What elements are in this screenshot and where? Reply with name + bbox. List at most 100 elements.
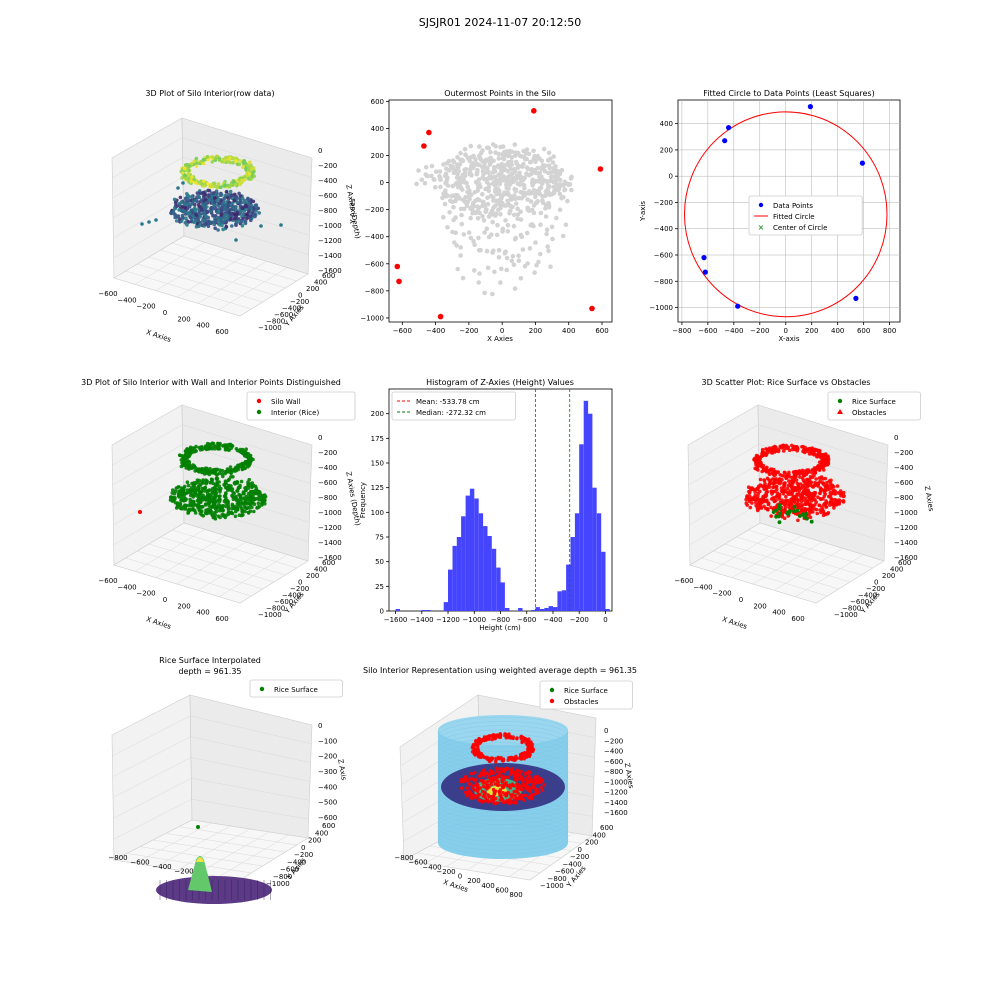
data-point-interior [238, 497, 242, 501]
data-point-obstacle [823, 454, 828, 458]
z-tick-label: −1600 [604, 809, 628, 817]
data-point-ring [233, 468, 238, 472]
data-point-gray [477, 210, 482, 216]
data-point-obstacle [822, 459, 826, 464]
data-point-gray [531, 148, 536, 154]
y-tick-label: 400 [593, 831, 606, 839]
data-point-obstacle [801, 448, 806, 453]
data-point-gray [494, 191, 500, 197]
data-point-obstacle [531, 783, 535, 788]
suptitle: SJSJR01 2024-11-07 20:12:50 [418, 16, 582, 29]
legend-circle [748, 195, 863, 236]
data-point-gray [515, 212, 521, 217]
histogram-bar [478, 513, 484, 611]
data-point-obstacle [815, 454, 819, 459]
x-tick-label: −1000 [462, 616, 486, 624]
data-point-interior [187, 508, 192, 513]
data-point-obstacle [781, 489, 785, 494]
data-point-interior [189, 195, 194, 199]
data-point-gray [455, 194, 461, 199]
data-point-interior [247, 209, 251, 214]
data-point-gray [482, 290, 487, 296]
data-point-obstacle [519, 757, 524, 761]
data-point-obstacle [819, 487, 823, 491]
data-point-gray [465, 155, 471, 160]
data-point-gray [550, 160, 556, 165]
data-point-gray [515, 165, 520, 171]
data-point-gray [475, 204, 481, 209]
data-point-gray [517, 153, 523, 159]
data-point-obstacle [490, 737, 494, 742]
data-point-interior [183, 220, 188, 225]
data-point-interior [209, 477, 214, 482]
data-point-gray [522, 185, 527, 191]
y-axis-label: Y-axis [639, 201, 647, 222]
data-point-obstacle [471, 777, 475, 781]
data-point-obstacle [784, 494, 788, 499]
data-point-gray [538, 222, 543, 227]
histogram-bar [535, 607, 540, 611]
data-point-obstacle [762, 495, 766, 499]
histogram-bar [531, 610, 536, 611]
data-point-ring [224, 443, 228, 447]
data-point-gray [471, 153, 476, 159]
z-tick-label: −800 [604, 768, 623, 776]
data-point-obstacle [535, 787, 539, 792]
data-point-gray [450, 158, 456, 163]
x-axis-label: X Axies [487, 335, 513, 343]
data-point-interior [234, 506, 239, 510]
x-tick-label: −600 [698, 327, 717, 335]
data-point-gray [519, 196, 524, 201]
x-tick-label: 800 [509, 891, 522, 899]
data-point-obstacle [828, 490, 833, 495]
data-point-gray [534, 200, 540, 205]
data-point-gray [523, 151, 529, 156]
data-point-interior [237, 513, 242, 517]
data-point-gray [464, 180, 469, 186]
data-point-interior [235, 200, 239, 205]
data-point-gray [553, 175, 559, 180]
data-point-gray [492, 167, 497, 173]
data-point-obstacle [519, 735, 523, 739]
data-point-gray [480, 214, 485, 219]
data-point-gray [531, 156, 536, 162]
data-point-rice [196, 825, 200, 829]
data-point-interior [198, 191, 202, 196]
data-point-rice [792, 509, 796, 514]
data-point-gray [546, 150, 552, 156]
data-point-obstacle [763, 481, 767, 486]
data-point-interior [174, 219, 179, 223]
data-point-interior [192, 485, 197, 490]
data-point-gray [513, 235, 519, 241]
data-point-interior [222, 196, 227, 201]
data-point-gray [483, 186, 488, 192]
data-point-gray [516, 253, 521, 259]
data-point-interior [252, 509, 256, 514]
data-point-gray [491, 248, 496, 253]
data-point-gray [432, 177, 437, 182]
data-point-blue [735, 303, 741, 309]
data-point-gray [532, 270, 537, 275]
data-point-obstacle [769, 514, 773, 518]
data-point-interior [184, 497, 188, 502]
data-point-obstacle [519, 769, 523, 774]
data-point-rice [797, 514, 802, 518]
data-point-ring [234, 159, 238, 164]
data-point-gray [520, 247, 526, 252]
data-point-outermost [426, 129, 432, 136]
y-tick-label: −200 [290, 298, 309, 306]
data-point-gray [497, 181, 502, 187]
x-tick-label: −400 [117, 296, 136, 304]
data-point-interior [240, 196, 245, 200]
data-point-ring [204, 467, 209, 472]
data-point-obstacle [810, 494, 814, 498]
data-point-gray [500, 156, 506, 161]
data-point-gray [488, 150, 493, 155]
data-point-obstacle [801, 478, 806, 483]
z-tick-label: 0 [604, 727, 608, 735]
data-point-obstacle [511, 735, 515, 739]
data-point-gray [499, 266, 504, 272]
data-point-interior [204, 498, 208, 502]
x-tick-label: −200 [136, 303, 155, 311]
data-point-obstacle [489, 782, 494, 787]
